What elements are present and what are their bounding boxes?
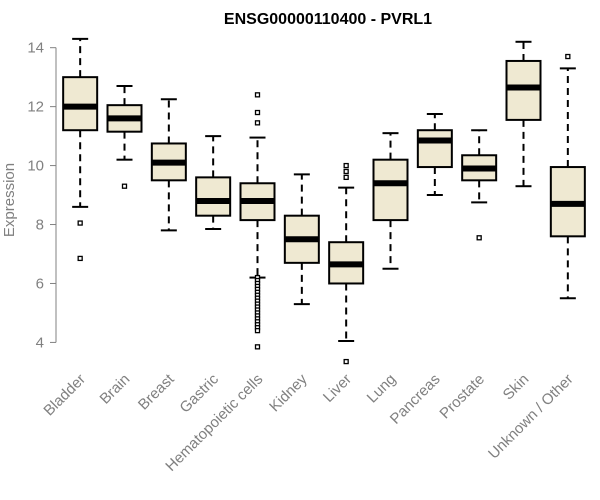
outlier-point	[121, 183, 128, 189]
x-tick-label: Liver	[320, 371, 355, 406]
outlier-point	[254, 344, 261, 350]
boxes	[62, 37, 586, 365]
y-tick-label: 12	[27, 99, 44, 116]
x-tick-label: Lung	[364, 371, 400, 407]
outlier-point	[343, 358, 349, 365]
outlier-point	[254, 92, 261, 98]
y-tick-label: 6	[36, 275, 44, 292]
outlier-point	[343, 174, 349, 181]
x-tick-label: Kidney	[266, 370, 311, 415]
x-tick-label: Breast	[135, 370, 178, 413]
box-gastric	[195, 135, 232, 230]
box-brain	[106, 85, 143, 189]
box-hematopoietic-cells	[239, 92, 276, 350]
x-tick-label: Prostate	[436, 371, 488, 423]
outlier-point	[565, 53, 571, 60]
x-tick-label: Bladder	[40, 371, 89, 420]
outlier-point	[476, 235, 482, 241]
box-unknown-other	[549, 53, 586, 300]
box-breast	[150, 98, 187, 232]
outlier-point	[77, 220, 83, 226]
y-tick-label: 10	[27, 158, 44, 175]
box-skin	[505, 40, 542, 188]
iqr-box	[372, 158, 409, 222]
outlier-point	[343, 162, 349, 169]
x-tick-label: Unknown / Other	[485, 371, 577, 463]
y-axis-label: Expression	[1, 163, 18, 237]
box-bladder	[62, 37, 99, 262]
x-tick-label: Brain	[97, 371, 134, 408]
box-kidney	[283, 173, 320, 306]
axes: 4 6 8 10 12 14	[27, 40, 57, 351]
iqr-box	[195, 176, 232, 217]
x-tick-label: Skin	[500, 371, 533, 404]
outlier-point	[254, 327, 261, 334]
y-tick-label: 4	[36, 334, 44, 351]
outlier-point	[343, 168, 349, 175]
outlier-point	[254, 120, 261, 126]
box-pancreas	[416, 113, 453, 197]
y-tick-label: 14	[27, 40, 44, 57]
outlier-point	[77, 255, 83, 262]
chart-title: ENSG00000110400 - PVRL1	[224, 11, 432, 28]
outlier-point	[254, 109, 261, 116]
box-liver	[328, 162, 365, 365]
box-prostate	[461, 129, 498, 241]
box-lung	[372, 132, 409, 270]
iqr-box	[416, 129, 453, 169]
y-tick-label: 8	[36, 217, 44, 234]
